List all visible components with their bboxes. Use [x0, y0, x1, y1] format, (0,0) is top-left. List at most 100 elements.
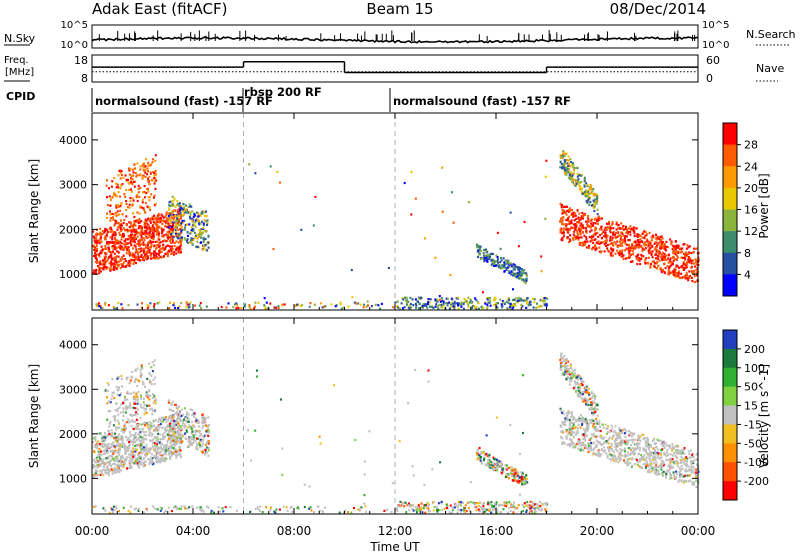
power-pixel [695, 261, 697, 263]
velocity-pixel [575, 434, 577, 436]
power-pixel [164, 225, 166, 227]
velocity-pixel [179, 447, 181, 449]
power-pixel [490, 305, 492, 307]
velocity-pixel [503, 471, 505, 473]
velocity-pixel [187, 426, 189, 428]
velocity-pixel [173, 437, 175, 439]
power-pixel [631, 243, 633, 245]
velocity-pixel [109, 423, 111, 425]
power-pixel [607, 244, 609, 246]
power-pixel [672, 263, 674, 265]
velocity-pixel [192, 434, 194, 436]
power-pixel [690, 252, 692, 254]
velocity-pixel [143, 463, 145, 465]
velocity-pixel [94, 436, 96, 438]
power-pixel [567, 236, 569, 238]
velocity-pixel [113, 437, 115, 439]
power-pixel [193, 213, 195, 215]
power-pixel [129, 241, 131, 243]
power-pixel [142, 175, 144, 177]
power-pixel [128, 182, 130, 184]
velocity-pixel [207, 435, 209, 437]
power-pixel [173, 236, 175, 238]
power-pixel [114, 242, 116, 244]
velocity-pixel [132, 456, 134, 458]
velocity-pixel [148, 421, 150, 423]
power-pixel [371, 305, 373, 307]
velocity-pixel [141, 452, 143, 454]
velocity-pixel [155, 440, 157, 442]
power-pixel [584, 191, 586, 193]
velocity-pixel [174, 424, 176, 426]
velocity-pixel [100, 454, 102, 456]
velocity-pixel [157, 421, 159, 423]
power-pixel [143, 250, 145, 252]
velocity-pixel [116, 458, 118, 460]
power-pixel [180, 302, 182, 304]
power-pixel [569, 210, 571, 212]
power-pixel [351, 269, 353, 271]
power-pixel [138, 222, 140, 224]
power-pixel [129, 207, 131, 209]
power-pixel [415, 198, 417, 200]
power-pixel [581, 212, 583, 214]
power-pixel [523, 269, 525, 271]
velocity-pixel [132, 444, 134, 446]
power-pixel [534, 298, 536, 300]
power-pixel [689, 259, 691, 261]
power-pixel [98, 253, 100, 255]
velocity-pixel [195, 434, 197, 436]
power-pixel [186, 301, 188, 303]
power-pixel [151, 179, 153, 181]
velocity-pixel [188, 413, 190, 415]
velocity-pixel [172, 452, 174, 454]
power-pixel [561, 167, 563, 169]
power-pixel [101, 246, 103, 248]
power-pixel [188, 223, 190, 225]
velocity-pixel [123, 429, 125, 431]
power-pixel [178, 233, 180, 235]
velocity-pixel [120, 457, 122, 459]
power-pixel [177, 229, 179, 231]
power-pixel [546, 298, 548, 300]
power-pixel [101, 249, 103, 251]
power-pixel [571, 181, 573, 183]
power-pixel [425, 305, 427, 307]
power-pixel [525, 307, 527, 309]
velocity-pixel [146, 412, 148, 414]
power-pixel [105, 248, 107, 250]
power-pixel [126, 246, 128, 248]
velocity-pixel [168, 453, 170, 455]
velocity-pixel [580, 414, 582, 416]
power-pixel [145, 158, 147, 160]
power-pixel [604, 243, 606, 245]
power-pixel [409, 307, 411, 309]
velocity-pixel [148, 389, 150, 391]
power-pixel [601, 226, 603, 228]
velocity-pixel [477, 457, 479, 459]
power-pixel [206, 224, 208, 226]
power-pixel [686, 244, 688, 246]
power-pixel [412, 304, 414, 306]
velocity-pixel [181, 409, 183, 411]
velocity-pixel [624, 450, 626, 452]
power-pixel [415, 298, 417, 300]
freq-left-tick-top: 18 [74, 54, 88, 67]
power-pixel [112, 262, 114, 264]
power-pixel [429, 306, 431, 308]
velocity-pixel [113, 392, 115, 394]
velocity-pixel [179, 439, 181, 441]
power-pixel [145, 257, 147, 259]
power-pixel [189, 203, 191, 205]
power-pixel [587, 241, 589, 243]
power-pixel [468, 297, 470, 299]
power-pixel [589, 231, 591, 233]
power-pixel [506, 307, 508, 309]
power-pixel [158, 214, 160, 216]
power-pixel [134, 186, 136, 188]
velocity-pixel [125, 453, 127, 455]
power-pixel [115, 204, 117, 206]
velocity-pixel [131, 459, 133, 461]
velocity-pixel [106, 396, 108, 398]
velocity-pixel [151, 448, 153, 450]
